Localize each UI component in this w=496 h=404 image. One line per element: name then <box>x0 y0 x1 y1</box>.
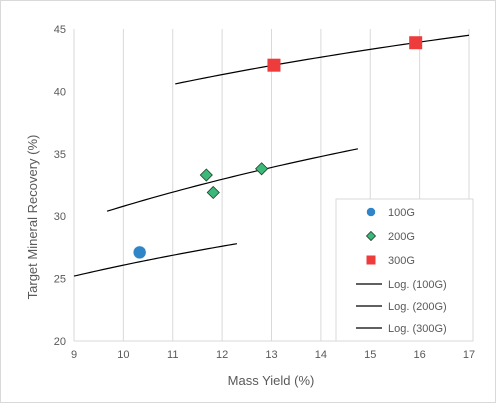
data-point-200g <box>199 168 213 182</box>
y-tick-label: 35 <box>54 149 66 161</box>
data-point-300g <box>409 36 423 50</box>
y-tick-label: 40 <box>54 86 66 98</box>
legend-box <box>335 198 474 342</box>
data-point-300g <box>267 58 281 72</box>
x-tick-label: 10 <box>117 349 129 361</box>
x-tick-label: 13 <box>265 349 277 361</box>
x-tick-label: 11 <box>167 349 178 361</box>
trendline-log-300g <box>175 34 470 85</box>
y-tick-label: 45 <box>54 24 66 36</box>
legend-marker-300g <box>366 255 376 265</box>
x-tick-label: 14 <box>315 349 327 361</box>
data-point-200g <box>255 162 269 176</box>
trendline-log-200g <box>106 148 359 212</box>
x-tick-label: 9 <box>71 349 77 361</box>
legend-trendline-label: Log. (100G) <box>388 279 447 291</box>
x-tick-label: 17 <box>463 349 475 361</box>
x-axis-title: Mass Yield (%) <box>228 373 315 388</box>
y-tick-label: 30 <box>54 211 66 223</box>
legend: 100G 200G 300G Log. (100G) Log. (200G) Log. (… <box>335 198 474 342</box>
legend-marker-100g <box>366 207 376 217</box>
x-tick-label: 12 <box>216 349 228 361</box>
y-axis-title: Target Mineral Recovery (%) <box>25 135 40 300</box>
data-point-layer <box>132 36 423 260</box>
y-tick-label: 20 <box>54 336 66 348</box>
y-tick-label: 25 <box>54 274 66 286</box>
legend-trendline-label: Log. (300G) <box>388 323 447 335</box>
x-tick-label: 15 <box>364 349 376 361</box>
data-point-200g <box>206 185 220 200</box>
legend-trendline-label: Log. (200G) <box>388 301 447 313</box>
tick-label-layer: 9 10 11 12 13 14 15 16 17 20 25 30 35 40 45 <box>54 24 475 361</box>
legend-marker-200g <box>365 230 377 242</box>
legend-label-200g: 200G <box>388 231 415 243</box>
legend-label-300g: 300G <box>388 255 415 267</box>
legend-items: 100G 200G 300G Log. (100G) Log. (200G) Log. (… <box>356 207 447 335</box>
x-tick-label: 16 <box>414 349 426 361</box>
legend-label-100g: 100G <box>388 207 415 219</box>
data-point-100g <box>132 245 147 260</box>
trendline-log-100g <box>73 243 238 277</box>
